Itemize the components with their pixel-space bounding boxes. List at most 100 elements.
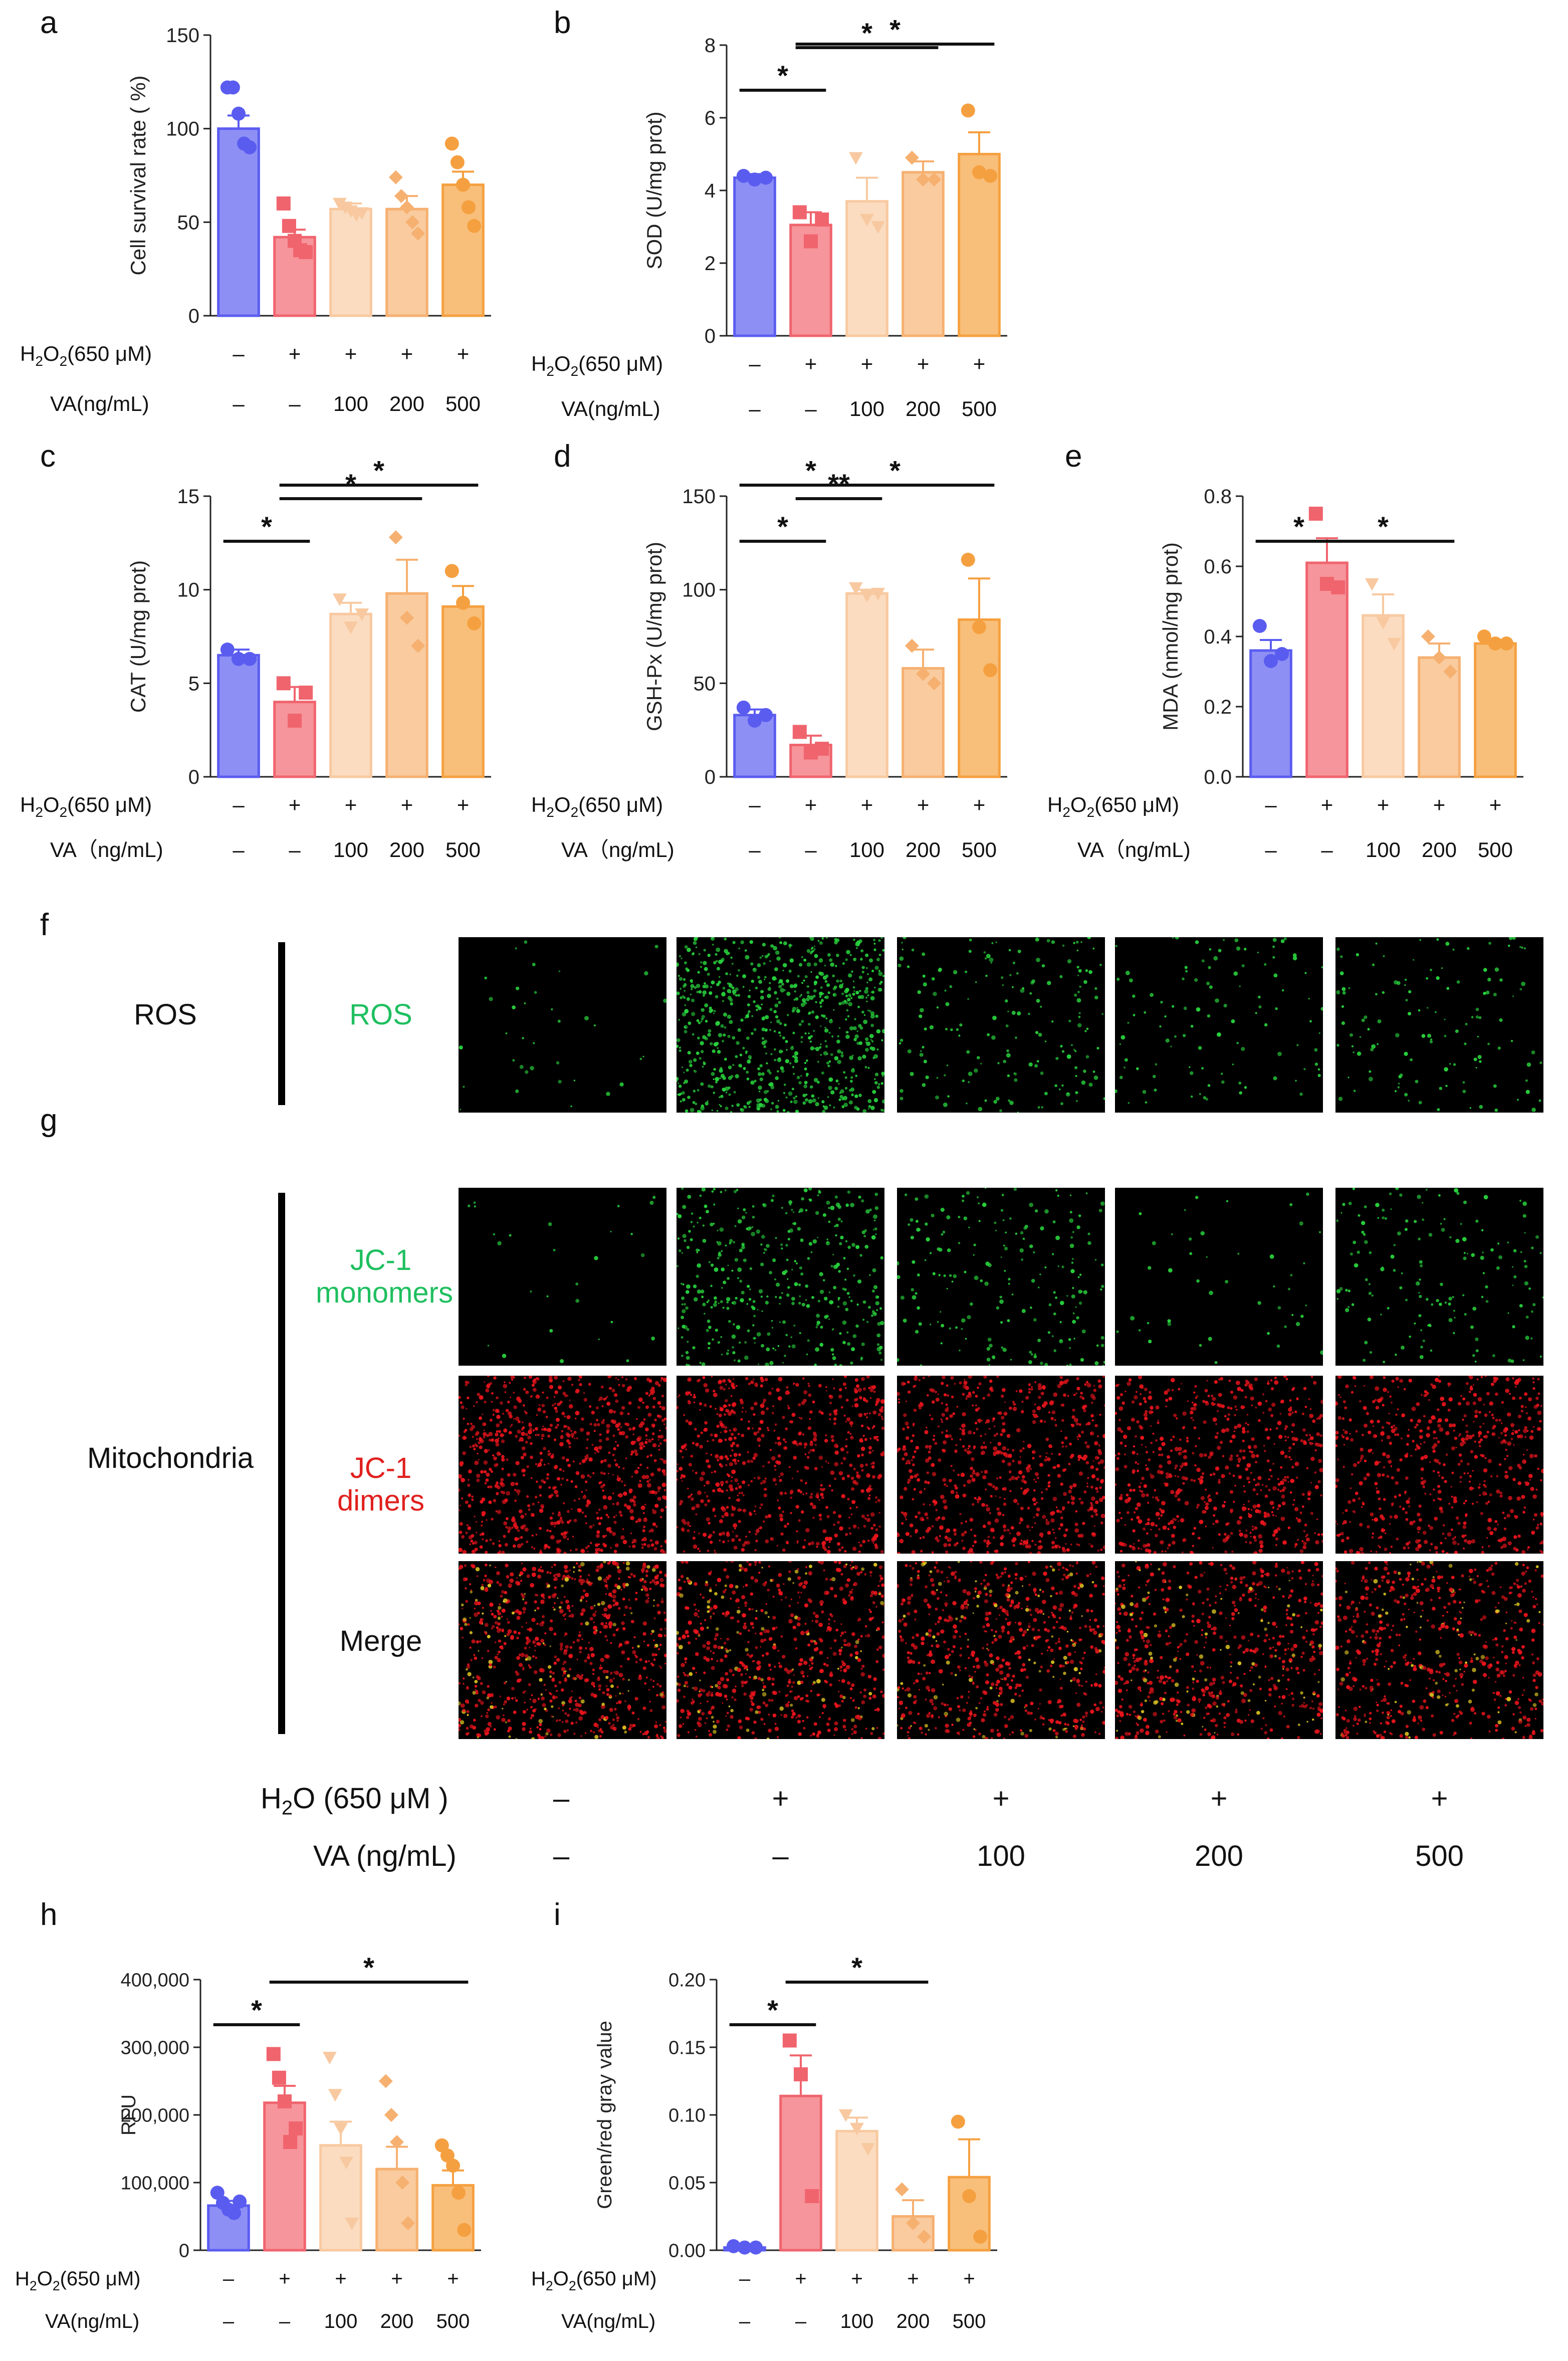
condition-labels: H2O2(650 μM) VA（ng/mL) – + + + + – – 100 200 500 (1047, 793, 1513, 862)
data-point (456, 595, 470, 610)
y-tick-label: 10 (177, 579, 200, 601)
y-tick-label: 0 (188, 766, 199, 788)
bar (441, 605, 485, 778)
data-point (749, 2240, 763, 2255)
va-value: – (289, 838, 301, 862)
data-point (243, 652, 257, 666)
significance-star: * (889, 461, 901, 486)
jc1-dimer-micrograph (459, 1376, 666, 1554)
h2o2-value: + (457, 793, 470, 816)
bottom-h2o2-value: – (553, 1782, 570, 1815)
significance-star: * (805, 461, 816, 486)
data-point (299, 686, 313, 700)
h2o2-value: + (1321, 793, 1333, 816)
jc1-monomer-micrograph (459, 1188, 666, 1366)
bar (733, 176, 776, 337)
bar (958, 153, 1001, 337)
data-point (328, 2089, 342, 2102)
condition-labels: H2O2(650 μM) VA（ng/mL) – + + + + – – 100 200 500 (20, 793, 481, 862)
va-value: – (749, 838, 761, 862)
y-tick-label: 0.0 (1204, 766, 1232, 788)
va-label: VA(ng/mL) (45, 2310, 139, 2332)
merge-micrograph (897, 1561, 1105, 1739)
data-point (850, 2122, 864, 2135)
y-tick-label: 300,000 (121, 2037, 189, 2058)
data-point (220, 642, 235, 657)
data-point (299, 245, 313, 260)
significance-star: * (1293, 511, 1304, 542)
dimers-label-1: JC-1 (350, 1452, 412, 1484)
axes: 0 50 100 150 Cell survival rate ( %) (126, 25, 491, 327)
merge-micrograph (1335, 1561, 1543, 1739)
y-tick-label: 50 (177, 211, 200, 234)
data-point (905, 150, 919, 165)
h2o2-value: – (749, 793, 761, 816)
chart-h: 0100,000200,000300,000400,000RFU**H2O2(6… (15, 1952, 481, 2332)
va-value: 200 (906, 838, 941, 862)
chart-a: 0 50 100 150 Cell survival rate ( %) H2O2(650… (20, 25, 491, 415)
bar (329, 207, 372, 317)
bottom-va-value: – (772, 1840, 789, 1872)
condition-labels: H2O2(650 μM) VA(ng/mL) – + + + + – – 100 200 500 (20, 342, 481, 415)
bar (1249, 649, 1292, 778)
h2o2-value: + (289, 342, 301, 365)
data-point (726, 2239, 741, 2253)
bottom-va-value: 200 (1195, 1840, 1243, 1872)
y-tick-label: 0.8 (1204, 486, 1232, 508)
h2o2-value: – (739, 2268, 751, 2290)
data-point (378, 2074, 393, 2088)
data-point (1264, 654, 1278, 668)
data-point (322, 2052, 337, 2065)
data-point (467, 219, 482, 233)
va-value: – (279, 2310, 291, 2332)
va-value: – (233, 838, 245, 862)
bar (845, 592, 888, 778)
data-point (243, 140, 257, 154)
data-point (278, 2094, 292, 2108)
significance-star: * (261, 511, 272, 542)
data-point (1499, 636, 1514, 651)
jc1-dimer-micrograph (897, 1376, 1105, 1554)
h2o2-value: + (861, 352, 873, 375)
va-value: 100 (849, 838, 884, 862)
data-point (983, 169, 998, 183)
bars (217, 558, 485, 778)
data-point (1275, 647, 1289, 661)
va-value: 200 (897, 2310, 930, 2332)
y-tick-label: 400,000 (121, 1970, 189, 1991)
bottom-h2o2-label: H2O (650 μM ) (261, 1782, 449, 1819)
data-point (1252, 619, 1267, 633)
data-point (1443, 665, 1458, 679)
data-point (232, 652, 246, 666)
data-point (951, 2114, 965, 2129)
bars (733, 131, 1001, 337)
data-point (411, 226, 425, 241)
y-tick-label: 0.4 (1204, 626, 1232, 648)
bottom-h2o2-value: + (772, 1782, 789, 1815)
va-value: – (795, 2310, 807, 2332)
data-point (232, 106, 246, 121)
ros-row-label: ROS (134, 998, 197, 1031)
data-point (334, 2122, 348, 2135)
data-point (871, 587, 885, 601)
va-value: 500 (962, 397, 997, 420)
ros-micrograph (1115, 937, 1323, 1113)
y-tick-label: 100 (166, 118, 199, 140)
bar (958, 618, 1001, 778)
y-axis-label: SOD (U/mg prot) (642, 111, 666, 269)
y-tick-label: 0.6 (1204, 556, 1232, 578)
panel-label-g: g (40, 1103, 58, 1138)
data-point (804, 234, 818, 249)
data-point (1376, 616, 1390, 629)
condition-labels: H2O2(650 μM) VA(ng/mL) – + + + + – – 100 200 500 (531, 352, 997, 420)
data-point (400, 610, 414, 625)
bar (441, 183, 485, 317)
data-point (339, 2157, 354, 2170)
va-value: 500 (962, 838, 997, 862)
jc1-dimer-micrograph (677, 1376, 884, 1554)
va-value: – (223, 2310, 235, 2332)
points (736, 552, 998, 760)
data-point (782, 2033, 797, 2048)
y-tick-label: 0 (705, 325, 716, 347)
